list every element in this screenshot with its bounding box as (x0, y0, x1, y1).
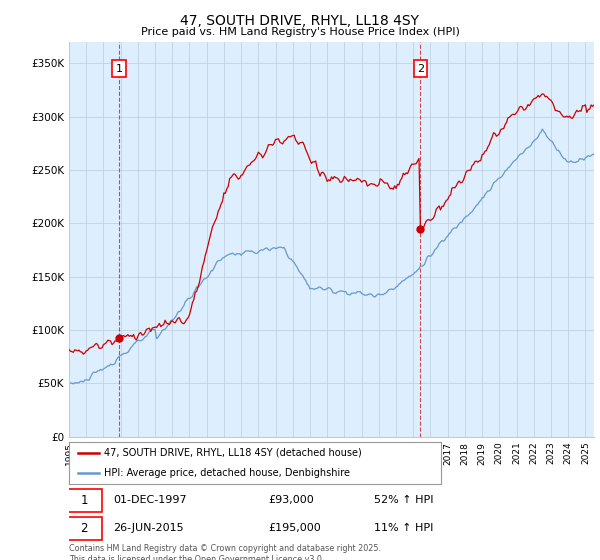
Text: 47, SOUTH DRIVE, RHYL, LL18 4SY: 47, SOUTH DRIVE, RHYL, LL18 4SY (181, 14, 419, 28)
FancyBboxPatch shape (67, 488, 102, 512)
FancyBboxPatch shape (67, 516, 102, 540)
Text: 26-JUN-2015: 26-JUN-2015 (113, 523, 184, 533)
Text: Contains HM Land Registry data © Crown copyright and database right 2025.
This d: Contains HM Land Registry data © Crown c… (69, 544, 381, 560)
Text: 01-DEC-1997: 01-DEC-1997 (113, 495, 187, 505)
Text: 1: 1 (116, 64, 123, 74)
Text: HPI: Average price, detached house, Denbighshire: HPI: Average price, detached house, Denb… (104, 468, 350, 478)
Text: 2: 2 (417, 64, 424, 74)
Text: £93,000: £93,000 (269, 495, 314, 505)
Text: 52% ↑ HPI: 52% ↑ HPI (373, 495, 433, 505)
Text: 47, SOUTH DRIVE, RHYL, LL18 4SY (detached house): 47, SOUTH DRIVE, RHYL, LL18 4SY (detache… (104, 448, 362, 458)
Text: 1: 1 (80, 493, 88, 507)
Text: 2: 2 (80, 521, 88, 535)
Text: 11% ↑ HPI: 11% ↑ HPI (373, 523, 433, 533)
Text: Price paid vs. HM Land Registry's House Price Index (HPI): Price paid vs. HM Land Registry's House … (140, 27, 460, 37)
Text: £195,000: £195,000 (269, 523, 321, 533)
